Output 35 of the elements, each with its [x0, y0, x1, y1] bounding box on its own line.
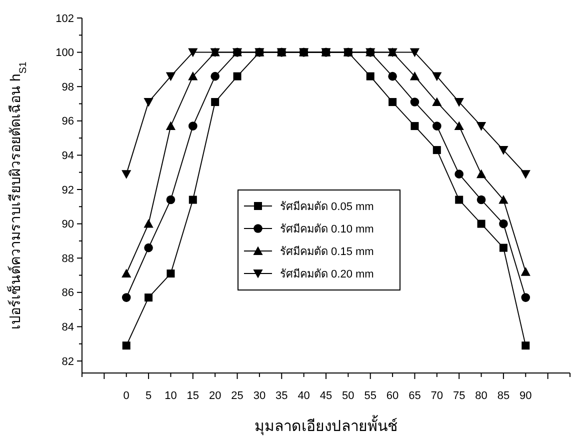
- x-tick-label: 35: [276, 390, 288, 402]
- legend-label: รัศมีคมตัด 0.20 mm: [280, 267, 374, 280]
- x-tick-label: 85: [497, 390, 510, 402]
- x-tick-label: 75: [452, 390, 466, 402]
- y-tick-label: 88: [62, 252, 74, 265]
- legend-label: รัศมีคมตัด 0.15 mm: [280, 244, 374, 258]
- x-tick-label: 40: [298, 390, 310, 402]
- x-tick-label: 15: [186, 390, 200, 402]
- x-tick-label: 45: [320, 390, 332, 402]
- y-tick-label: 96: [62, 116, 74, 128]
- x-tick-label: 90: [520, 390, 532, 402]
- x-tick-label: 70: [430, 390, 444, 402]
- y-tick-label: 102: [56, 12, 74, 25]
- x-tick-label: 20: [208, 390, 222, 402]
- x-tick-label: 80: [475, 390, 488, 402]
- y-tick-label: 92: [62, 184, 74, 196]
- x-tick-label: 10: [164, 390, 177, 402]
- x-tick-label: 25: [231, 390, 244, 402]
- y-tick-label: 84: [62, 322, 74, 334]
- legend-label: รัศมีคมตัด 0.05 mm: [280, 200, 374, 213]
- x-tick-label: 55: [364, 390, 376, 402]
- x-tick-label: 5: [145, 390, 152, 402]
- x-tick-label: 50: [342, 390, 354, 402]
- x-tick-label: 60: [386, 390, 399, 402]
- legend-label: รัศมีคมตัด 0.10 mm: [280, 222, 374, 236]
- y-tick-label: 82: [62, 356, 74, 368]
- y-tick-label: 98: [62, 81, 74, 94]
- x-tick-label: 65: [408, 390, 421, 402]
- y-tick-label: 94: [62, 150, 74, 162]
- x-tick-label: 30: [253, 390, 266, 402]
- y-tick-label: 100: [56, 47, 74, 60]
- x-axis-title: มุมลาดเอียงปลายพั้นช์: [254, 415, 398, 436]
- x-tick-label: 0: [123, 390, 130, 402]
- y-tick-label: 90: [62, 218, 74, 231]
- y-tick-label: 86: [62, 287, 74, 300]
